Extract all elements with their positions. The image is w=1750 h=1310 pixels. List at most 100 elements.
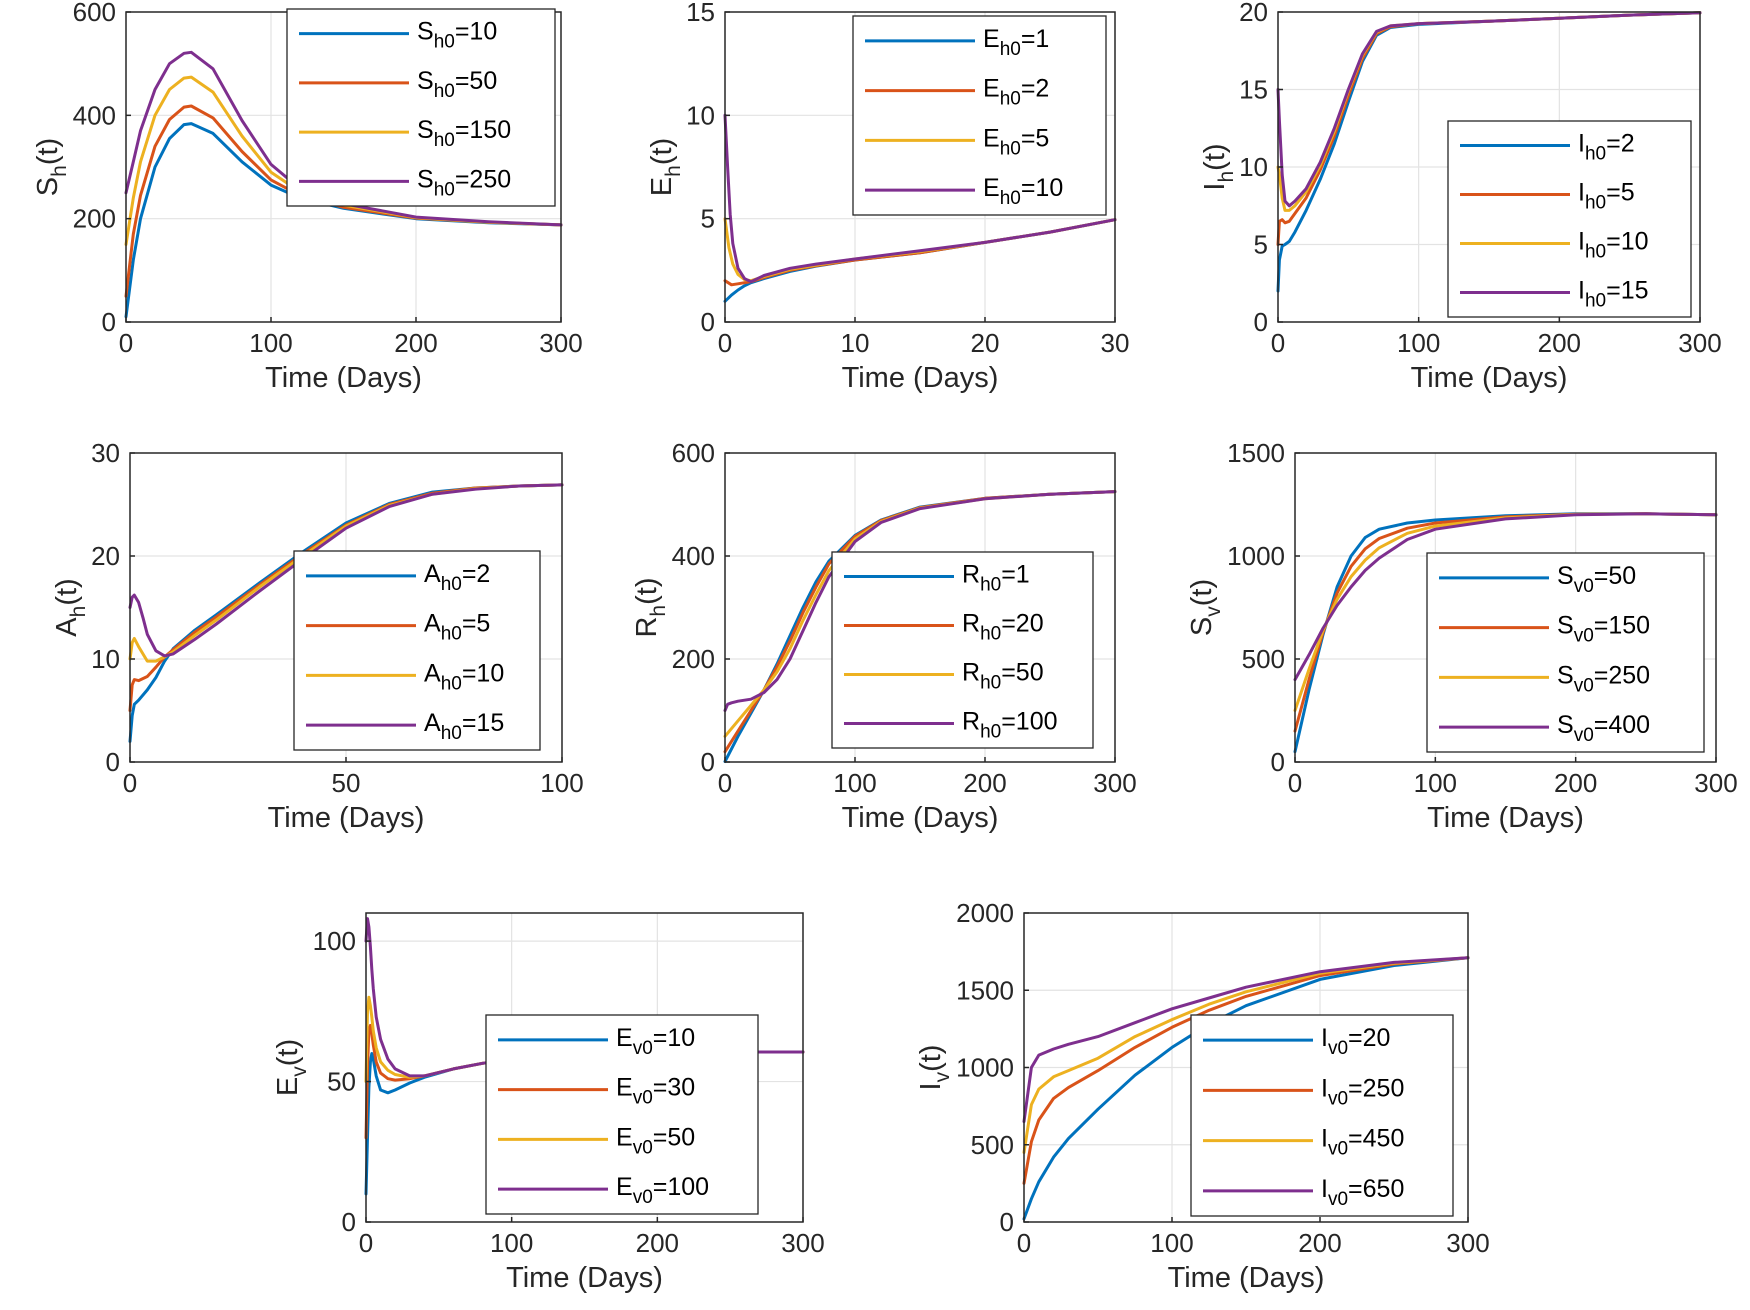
x-tick-label: 0 [119,328,133,358]
series-line-1 [1022,956,1470,1221]
legend-entry-1: Rh0=1 [962,561,1030,596]
panel-6: 0 100 200 300 0 500 1000 1500 Time (Days) Sv(t) Sv… [1186,438,1738,834]
x-tick-label: 100 [833,768,876,798]
x-tick-label: 0 [123,768,137,798]
series-line-4 [1022,956,1470,1124]
y-tick-label: 0 [102,307,116,337]
y-tick-label: 0 [1254,307,1268,337]
y-tick-label: 600 [73,0,116,27]
x-axis-label: Time (Days) [268,802,425,834]
legend-entry-1: Iv0=20 [1321,1024,1390,1059]
x-axis-label: Time (Days) [842,362,999,394]
legend: Rh0=1 Rh0=20 Rh0=50 Rh0=100 [831,551,1094,749]
y-tick-label: 400 [672,541,715,571]
legend-entry-3: Eh0=5 [983,124,1049,159]
x-axis-label: Time (Days) [1411,362,1568,394]
y-tick-label: 1500 [956,975,1014,1005]
legend-entry-2: Rh0=20 [962,610,1044,645]
y-tick-label: 200 [672,644,715,674]
x-tick-label: 0 [718,768,732,798]
legend-entry-3: Sv0=250 [1557,661,1650,696]
series-line-4 [1276,11,1702,208]
legend-entry-4: Ih0=15 [1578,277,1649,312]
legend-box [485,1014,759,1215]
axes-frame [365,912,804,1223]
x-tick-label: 200 [963,768,1006,798]
legend-box [1190,1014,1454,1217]
legend-entry-2: Sh0=50 [417,67,497,102]
legend-entry-2: Ev0=30 [616,1074,695,1109]
series-line-4 [723,490,1117,712]
legend-entry-2: Ih0=5 [1578,179,1635,214]
x-tick-label: 100 [1414,768,1457,798]
x-tick-label: 20 [971,328,1000,358]
x-tick-label: 200 [1538,328,1581,358]
x-tick-label: 300 [1678,328,1721,358]
x-tick-label: 200 [394,328,437,358]
y-axis-label: Rh(t) [631,577,670,637]
y-tick-label: 0 [106,747,120,777]
legend-entry-4: Eh0=10 [983,174,1063,209]
y-tick-label: 10 [1239,152,1268,182]
x-tick-label: 100 [1150,1228,1193,1258]
y-axis-label: Ev(t) [272,1039,311,1096]
x-tick-label: 300 [1694,768,1737,798]
y-tick-label: 400 [73,100,116,130]
y-tick-label: 10 [686,100,715,130]
axes-frame [1294,452,1717,763]
x-tick-label: 0 [1017,1228,1031,1258]
series-line-4 [124,50,563,227]
y-tick-label: 1000 [1227,541,1285,571]
legend-entry-2: Eh0=2 [983,75,1049,110]
panel-5: 0 100 200 300 0 200 400 600 Time (Days) Rh(t) Rh0=… [631,438,1137,834]
panel-8: 0 100 200 300 0 500 1000 1500 2000 Time (Days) Iv(… [915,898,1490,1294]
legend: Eh0=1 Eh0=2 Eh0=5 Eh0=10 [852,15,1107,216]
legend-entry-4: Sv0=400 [1557,711,1650,746]
y-axis-label: Ah(t) [51,578,90,636]
legend-box [286,8,556,207]
y-axis-label: Sh(t) [32,138,71,196]
y-tick-label: 500 [1242,644,1285,674]
legend-entry-2: Ah0=5 [424,610,490,645]
y-tick-label: 50 [327,1067,356,1097]
legend-entry-1: Ih0=2 [1578,130,1635,165]
legend: Ih0=2 Ih0=5 Ih0=10 Ih0=15 [1447,120,1692,318]
series-line-4 [128,483,564,658]
y-tick-label: 0 [342,1207,356,1237]
y-tick-label: 600 [672,438,715,468]
legend-entry-1: Ev0=10 [616,1024,695,1059]
y-tick-label: 0 [701,747,715,777]
y-tick-label: 500 [971,1130,1014,1160]
y-tick-label: 0 [701,307,715,337]
x-tick-label: 300 [539,328,582,358]
series-line-3 [1022,956,1470,1154]
x-axis-label: Time (Days) [265,362,422,394]
legend-box [1426,552,1705,753]
y-tick-label: 0 [1000,1207,1014,1237]
x-tick-label: 0 [1288,768,1302,798]
x-tick-label: 100 [249,328,292,358]
legend-entry-4: Iv0=650 [1321,1175,1404,1210]
y-tick-label: 1500 [1227,438,1285,468]
y-tick-label: 100 [313,926,356,956]
legend-entry-4: Rh0=100 [962,708,1058,743]
legend-entry-3: Rh0=50 [962,659,1044,694]
y-tick-label: 5 [701,204,715,234]
legend-entry-3: Sh0=150 [417,116,511,151]
x-tick-label: 300 [1093,768,1136,798]
legend-entry-4: Sh0=250 [417,165,511,200]
x-tick-label: 0 [359,1228,373,1258]
x-axis-label: Time (Days) [842,802,999,834]
series-line-4 [1293,512,1718,682]
y-axis-label: Ih(t) [1199,143,1238,190]
x-tick-label: 300 [1446,1228,1489,1258]
legend-entry-2: Sv0=150 [1557,612,1650,647]
x-axis-label: Time (Days) [1427,802,1584,834]
legend-entry-4: Ah0=15 [424,709,504,744]
legend: Sv0=50 Sv0=150 Sv0=250 Sv0=400 [1426,552,1705,753]
legend-entry-1: Sh0=10 [417,18,497,53]
